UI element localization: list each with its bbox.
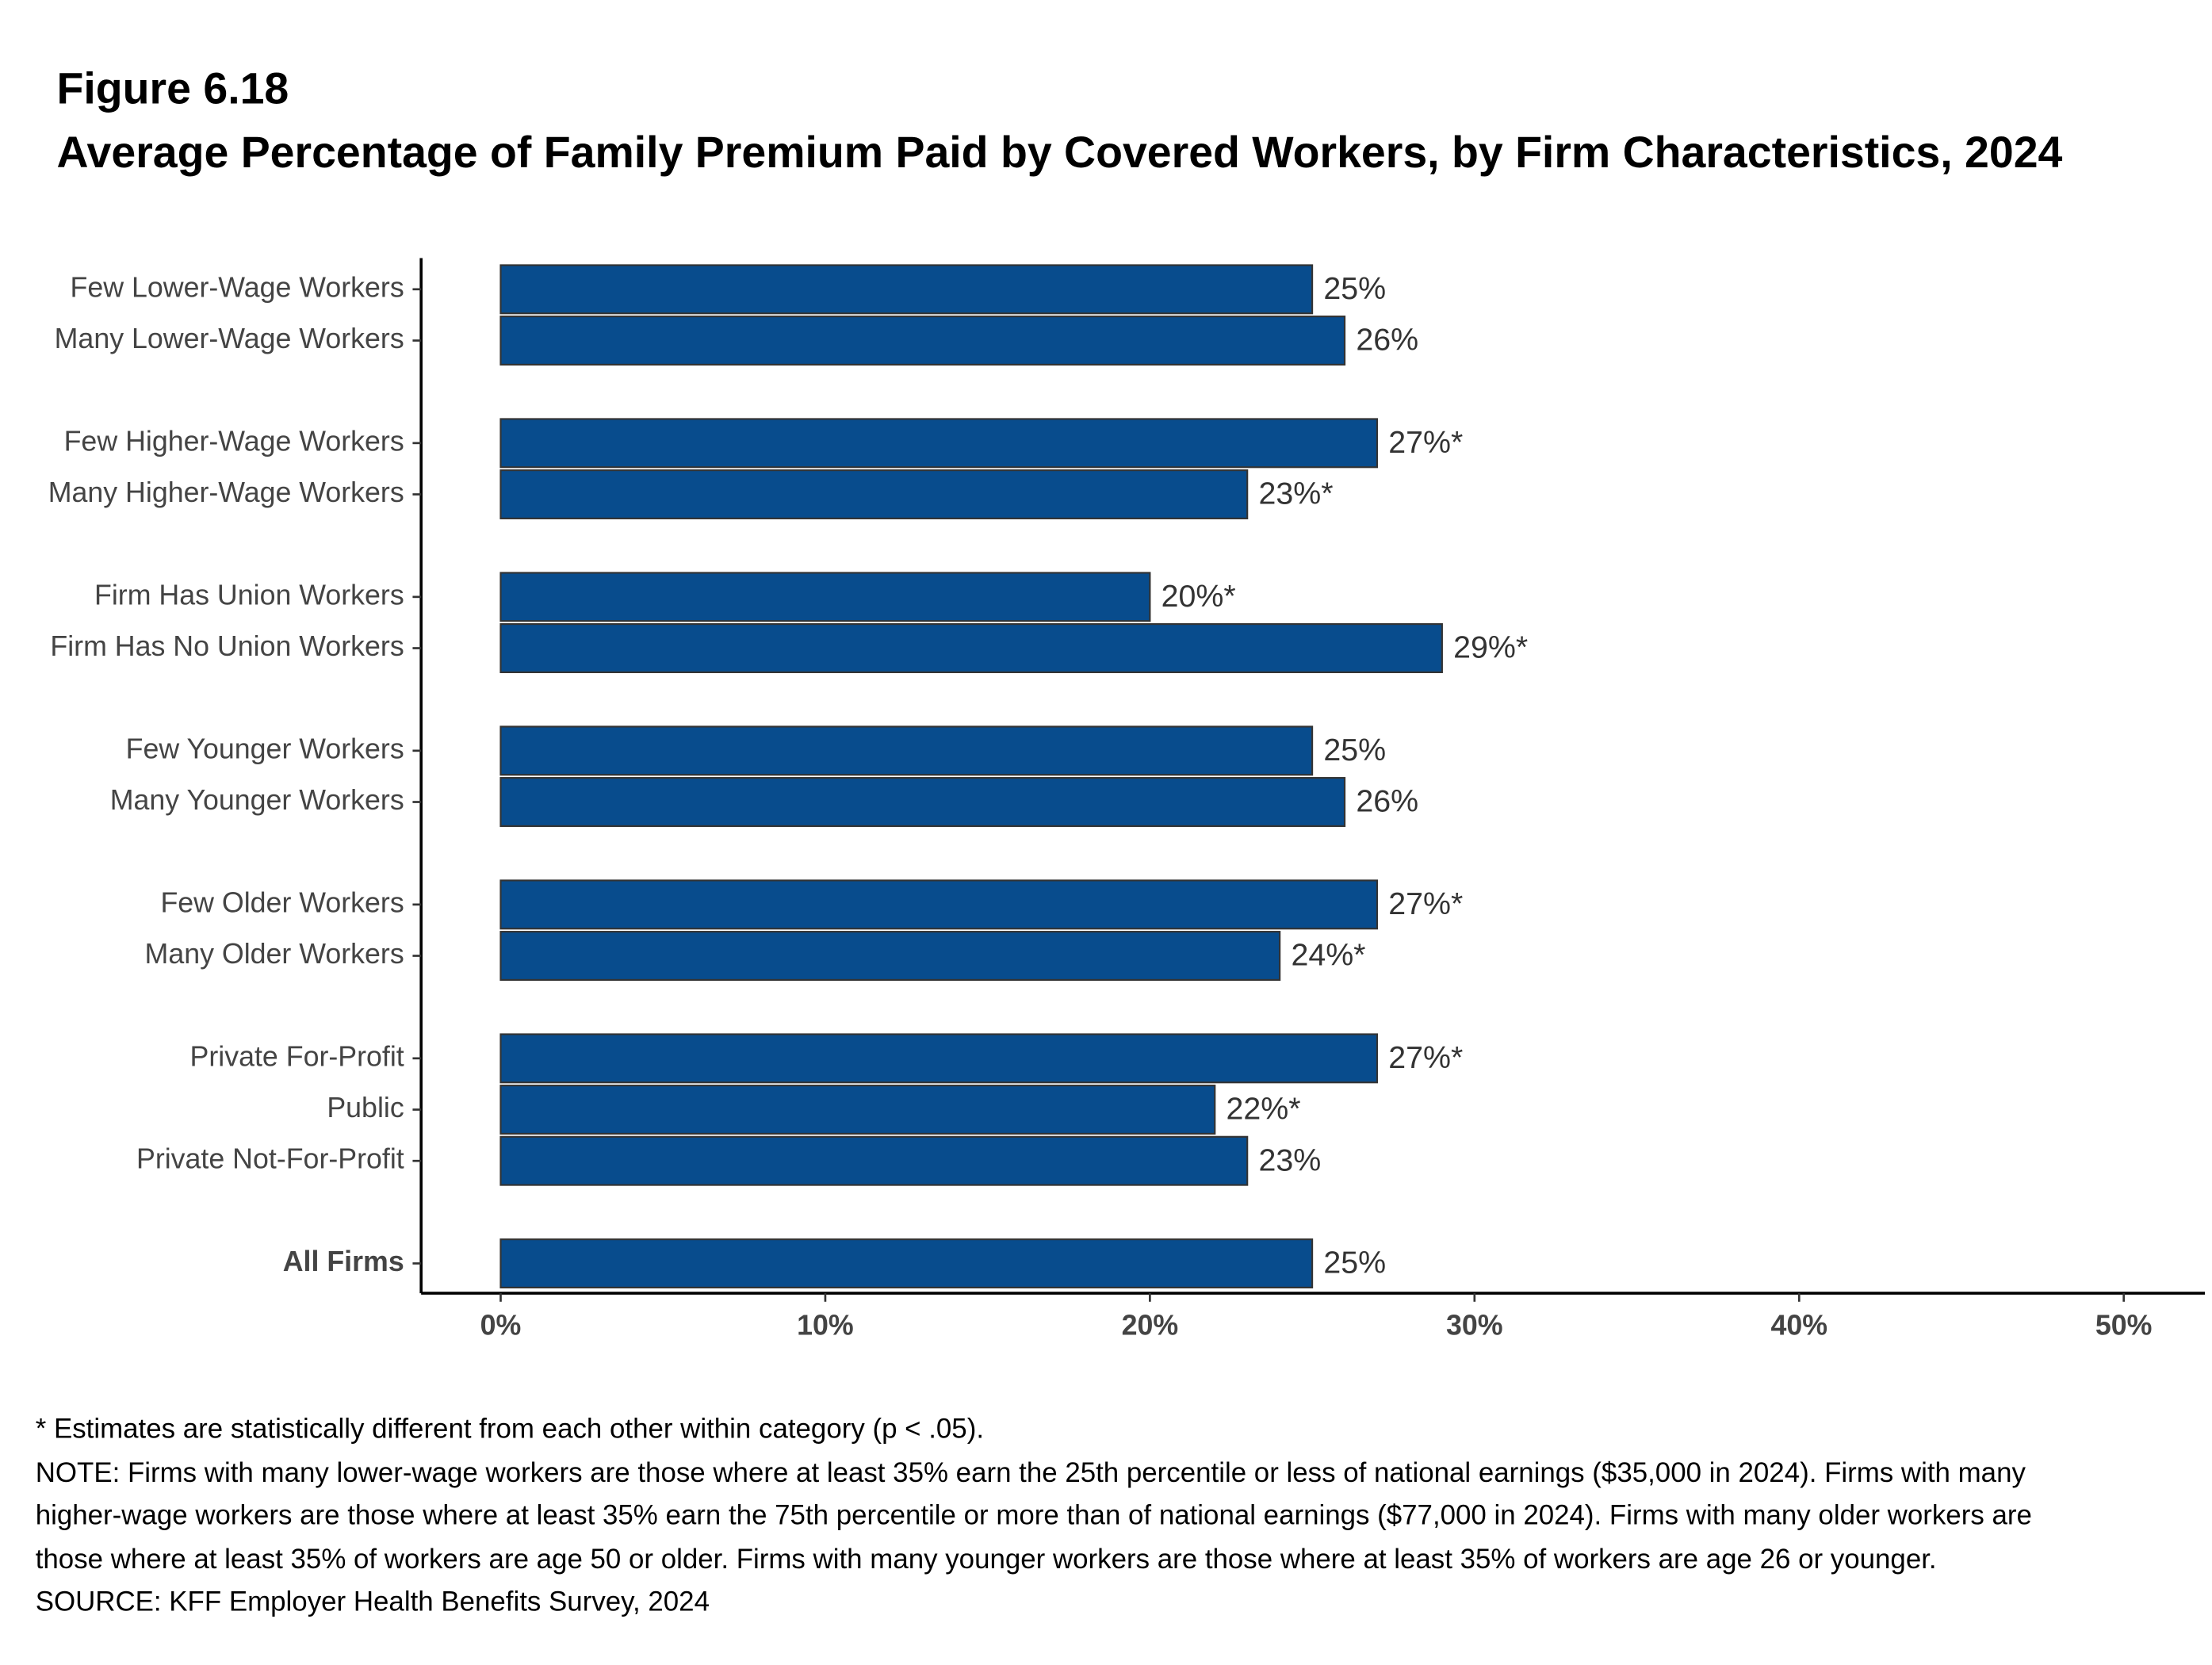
value-label: 20%* (1161, 579, 1236, 614)
y-tick-label: Firm Has Union Workers (94, 579, 404, 610)
value-label: 25% (1323, 271, 1386, 306)
bar (499, 264, 1314, 315)
y-tick-label: Few Older Workers (160, 886, 404, 918)
y-tick-label: Few Lower-Wage Workers (71, 271, 404, 303)
value-label: 25% (1323, 1246, 1386, 1280)
y-tick-label: Private For-Profit (190, 1040, 404, 1072)
title-block: Figure 6.18 Average Percentage of Family… (57, 59, 2071, 186)
x-tick-label: 20% (1122, 1309, 1179, 1341)
y-tick-label: Private Not-For-Profit (136, 1143, 404, 1175)
value-label: 22%* (1227, 1092, 1301, 1127)
notes: * Estimates are statistically different … (36, 1408, 2077, 1625)
y-tick-label: Few Younger Workers (126, 733, 404, 764)
x-tick-label: 50% (2095, 1309, 2153, 1341)
value-label: 29%* (1453, 630, 1528, 665)
y-tick-label: Many Older Workers (145, 938, 404, 970)
x-tick-label: 30% (1446, 1309, 1503, 1341)
bar (499, 931, 1281, 981)
bar (499, 316, 1346, 366)
bar (499, 1135, 1249, 1186)
bar (499, 777, 1346, 827)
bar (499, 1085, 1216, 1135)
value-label: 24%* (1291, 938, 1365, 973)
y-tick-label: Public (327, 1092, 404, 1123)
bar (499, 418, 1379, 469)
y-tick-label: All Firms (283, 1246, 404, 1277)
value-label: 26% (1356, 784, 1418, 819)
value-label: 25% (1323, 733, 1386, 767)
bar (499, 623, 1443, 673)
chart-title: Average Percentage of Family Premium Pai… (56, 127, 2063, 178)
value-label: 27%* (1388, 1040, 1463, 1075)
note: SOURCE: KFF Employer Health Benefits Sur… (35, 1587, 710, 1618)
y-tick-label: Many Younger Workers (110, 784, 404, 816)
bar (499, 725, 1314, 776)
bar (499, 1033, 1379, 1084)
y-tick-label: Few Higher-Wage Workers (64, 425, 404, 457)
chart: 0% 10% 20% 30% 40% 50% Few Lower-Wage Workers 2… (48, 258, 2206, 1341)
bar (499, 572, 1151, 622)
value-label: 27%* (1388, 886, 1463, 921)
value-label: 26% (1356, 323, 1418, 358)
note: NOTE: Firms with many lower-wage workers… (35, 1456, 2032, 1575)
x-tick-label: 0% (480, 1309, 522, 1341)
note: * Estimates are statistically different … (35, 1414, 985, 1445)
y-tick-label: Many Lower-Wage Workers (55, 323, 404, 354)
bar (499, 1238, 1314, 1288)
value-label: 27%* (1388, 425, 1463, 460)
y-tick-label: Firm Has No Union Workers (50, 630, 404, 662)
x-tick-label: 10% (797, 1309, 854, 1341)
x-tick-label: 40% (1770, 1309, 1827, 1341)
bar (499, 469, 1249, 519)
value-label: 23% (1259, 1143, 1322, 1177)
bar (499, 879, 1379, 930)
value-label: 23%* (1259, 477, 1334, 511)
figure-label: Figure 6.18 (56, 63, 289, 114)
y-tick-label: Many Higher-Wage Workers (48, 477, 404, 508)
